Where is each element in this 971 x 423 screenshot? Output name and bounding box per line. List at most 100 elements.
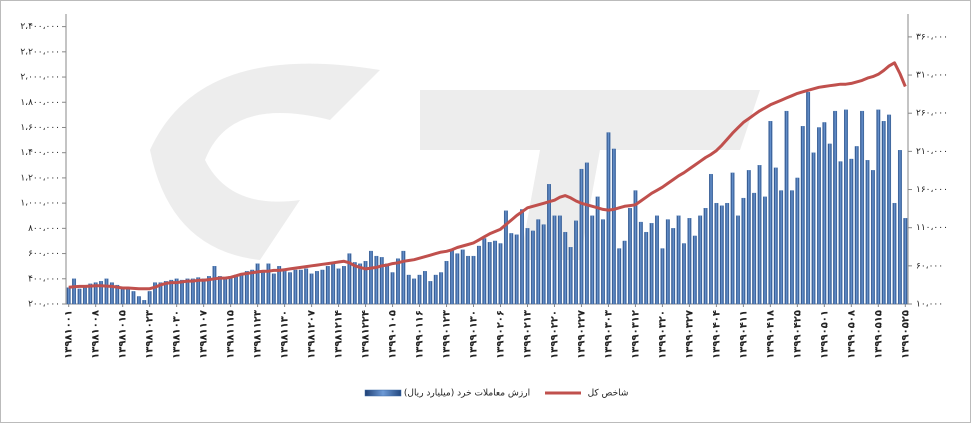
bar [730, 172, 735, 305]
bar [714, 202, 719, 305]
bar [406, 274, 411, 305]
x-tick-label: ۱۳۹۸۱۲۱۴ [334, 310, 345, 359]
x-tick-label: ۱۳۹۸۱۱۲۳ [253, 310, 264, 359]
x-tick-label: ۱۳۹۹۰۳۱۲ [630, 310, 641, 359]
bar [606, 132, 611, 305]
x-tick-label: ۱۳۹۹۰۲۱۳ [522, 310, 533, 359]
bar [422, 271, 427, 305]
bar [790, 190, 794, 305]
bar [655, 215, 659, 305]
bar [498, 243, 503, 305]
x-tick-label: ۱۳۹۹۰۴۲۵ [792, 310, 803, 359]
bar [768, 121, 773, 305]
y2-tick-label: ۱۱۰،۰۰۰ [916, 223, 948, 233]
bar [736, 215, 740, 305]
x-tick-label: ۱۳۹۸۱۲۲۴ [361, 310, 372, 359]
bar [136, 296, 141, 305]
bar [271, 273, 276, 305]
bar [541, 224, 546, 305]
bar [865, 160, 870, 305]
bar [309, 273, 314, 305]
bar [115, 284, 120, 305]
y2-tick-label: ۲۶۰،۰۰۰ [916, 109, 948, 119]
bar [757, 165, 762, 305]
bar [212, 266, 217, 305]
bar [82, 286, 87, 305]
bar [568, 247, 573, 305]
bar [239, 273, 244, 305]
bar [617, 248, 622, 305]
bar [660, 248, 665, 305]
bar [444, 260, 449, 305]
bar [412, 278, 417, 305]
bar [698, 215, 703, 305]
bar [369, 250, 373, 305]
x-tick-label: ۱۳۹۹۰۳۲۰ [657, 310, 668, 359]
bar [671, 228, 676, 305]
y-tick-label: ۲،۲۰۰،۰۰۰ [20, 47, 60, 57]
y-tick-label: ۱،۶۰۰،۰۰۰ [20, 123, 60, 133]
x-tick-label: ۱۳۹۹۰۵۰۸ [846, 310, 857, 359]
y2-tick-label: ۱۰،۰۰۰ [916, 300, 943, 310]
bar [628, 208, 632, 305]
bar [93, 282, 98, 305]
x-tick-label: ۱۳۹۹۰۴۱۸ [765, 310, 776, 359]
bar [428, 281, 433, 305]
bar [250, 269, 255, 305]
line [68, 61, 907, 291]
bar [282, 271, 287, 305]
bar [709, 173, 713, 305]
bar [897, 150, 902, 305]
bar [396, 258, 400, 305]
bar [822, 122, 827, 305]
bar [325, 266, 330, 305]
bar [833, 110, 838, 305]
bar [676, 215, 681, 305]
y-tick-label: ۱،۲۰۰،۰۰۰ [20, 173, 60, 183]
bar [347, 253, 352, 305]
bar [579, 168, 584, 305]
bar [288, 272, 292, 305]
y-tick-label: ۸۰۰،۰۰۰ [28, 224, 60, 234]
bar [665, 219, 670, 305]
bar [682, 243, 686, 305]
bar [374, 255, 379, 305]
x-tick-label: ۱۳۹۸۱۱۳۰ [280, 310, 291, 359]
x-tick-label: ۱۳۹۹۰۴۱۱ [738, 310, 749, 359]
bar [838, 161, 843, 305]
bar [752, 192, 757, 305]
x-tick-label: ۱۳۹۹۰۱۳۰ [469, 310, 480, 359]
bar [320, 269, 325, 305]
x-tick-label: ۱۳۹۸۱۰۰۸ [91, 310, 102, 359]
watermark [150, 63, 760, 260]
bar [471, 255, 476, 305]
x-tick-label: ۱۳۹۸۱۰۲۳ [145, 310, 156, 359]
bar [331, 262, 336, 305]
x-tick-label: ۱۳۹۸۱۱۱۵ [226, 310, 237, 359]
bar [449, 249, 454, 305]
bar [881, 121, 886, 305]
bar [493, 240, 498, 305]
y2-tick-label: ۲۱۰،۰۰۰ [916, 147, 948, 157]
bar [892, 202, 897, 305]
bar [120, 287, 125, 305]
bar [784, 110, 789, 305]
bar [773, 167, 778, 305]
bar [903, 218, 908, 305]
legend-label: شاخص کل [588, 389, 629, 399]
bar [228, 276, 233, 305]
y2-tick-label: ۳۱۰،۰۰۰ [916, 71, 948, 81]
bar [180, 279, 184, 305]
bar [390, 272, 395, 305]
bar [703, 208, 708, 305]
x-tick-label: ۱۳۹۹۰۵۰۱ [819, 310, 830, 359]
bar [530, 230, 535, 305]
bar [185, 278, 190, 305]
bar [563, 231, 568, 305]
bar [266, 263, 271, 305]
x-tick-label: ۱۳۹۸۱۰۱۵ [118, 310, 129, 359]
bar [547, 184, 552, 305]
bar [509, 233, 514, 305]
bar [104, 278, 109, 305]
bar [595, 196, 600, 305]
